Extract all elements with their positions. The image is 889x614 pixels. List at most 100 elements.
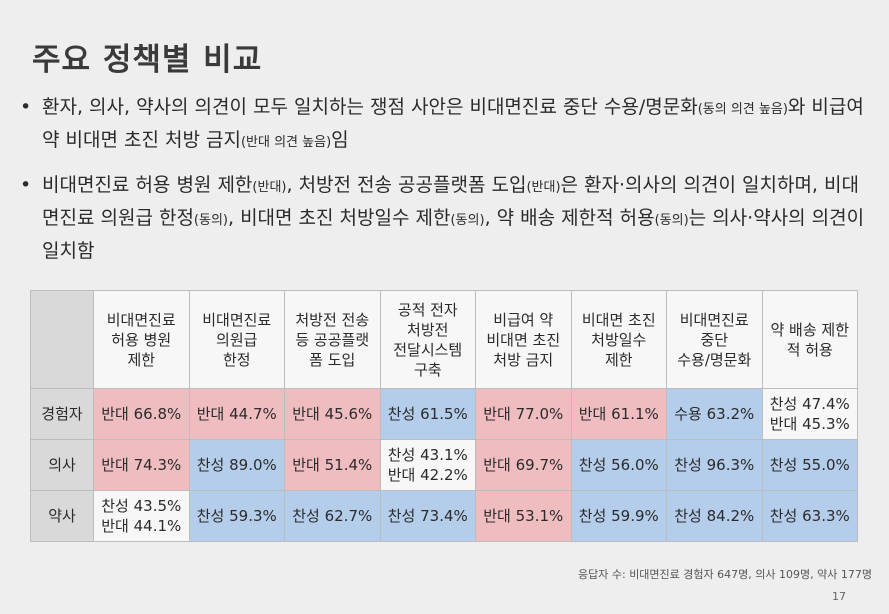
table-cell: 찬성 84.2% — [666, 490, 763, 542]
column-header-line: 수용/명문화 — [677, 350, 752, 369]
comparison-table: 비대면진료 허용 병원 제한 비대면진료 의원급 한정 처방전 전송 등 공공플랫 폼 도입 공적… — [30, 290, 858, 542]
column-header-line: 등 공공플랫 — [295, 330, 370, 349]
table-cell: 반대 44.7% — [188, 388, 285, 440]
cell-value: 반대 42.2% — [387, 466, 468, 484]
column-header-line: 처방일수 — [591, 330, 647, 349]
cell-value: 반대 69.7% — [483, 456, 564, 474]
column-header-line: 제한 — [604, 350, 633, 369]
cell-value: 찬성 84.2% — [674, 507, 755, 525]
page-title: 주요 정책별 비교 — [32, 42, 263, 78]
cell-value: 찬성 43.5% — [101, 497, 182, 515]
cell-value: 찬성 62.7% — [292, 507, 373, 525]
column-header-line: 비대면 초진 — [486, 330, 561, 349]
column-header-line: 공적 전자 — [397, 300, 458, 319]
bullet-dot-icon: • — [20, 96, 32, 118]
cell-value: 반대 74.3% — [101, 456, 182, 474]
bullet-1-mid: 와 비급여 약 비대면 초진 처방 금지 — [42, 96, 864, 151]
table-cell: 찬성 59.3% — [188, 490, 285, 542]
table-cell: 수용 63.2% — [666, 388, 763, 440]
column-header-line: 비급여 약 — [493, 310, 554, 329]
cell-value: 찬성 96.3% — [674, 456, 755, 474]
table-cell: 찬성 96.3% — [666, 439, 763, 491]
bullet-1-end: 임 — [331, 129, 349, 151]
bullet-1-note1: (동의 의견 높음) — [697, 102, 788, 117]
table-cell: 반대 45.6% — [284, 388, 381, 440]
column-header: 약 배송 제한 적 허용 — [761, 290, 858, 389]
bullet-2-p4: , 비대면 초진 처방일수 제한 — [228, 207, 451, 229]
bullet-2-p3: 은 환자·의사의 의견이 일치하며, 비대면진료 의원급 한정 — [42, 174, 859, 229]
bullet-list: • 환자, 의사, 약사의 의견이 모두 일치하는 쟁점 사안은 비대면진료 중… — [20, 92, 870, 278]
column-header-line: 전달시스템 — [393, 340, 463, 359]
column-header: 비대면진료 의원급 한정 — [188, 290, 285, 389]
cell-value: 반대 44.1% — [101, 517, 182, 535]
column-header-line: 구축 — [413, 360, 442, 379]
bullet-2-n2: (반대) — [526, 180, 561, 195]
column-header-line: 의원급 — [216, 330, 258, 349]
cell-value: 찬성 55.0% — [769, 456, 850, 474]
cell-value: 반대 61.1% — [578, 405, 659, 423]
cell-value: 수용 63.2% — [674, 405, 755, 423]
table-cell: 반대 61.1% — [570, 388, 667, 440]
row-label: 경험자 — [30, 388, 94, 440]
table-cell: 찬성 63.3% — [761, 490, 858, 542]
cell-value: 찬성 59.3% — [196, 507, 277, 525]
cell-value: 찬성 89.0% — [196, 456, 277, 474]
column-header-line: 처방 금지 — [493, 350, 554, 369]
table-cell: 찬성 56.0% — [570, 439, 667, 491]
cell-value: 반대 77.0% — [483, 405, 564, 423]
column-header-line: 허용 병원 — [111, 330, 172, 349]
footnote: 응답자 수: 비대면진료 경험자 647명, 의사 109명, 약사 177명 — [578, 566, 872, 582]
table-cell: 찬성 43.1% 반대 42.2% — [379, 439, 476, 491]
column-header-line: 처방전 — [407, 320, 449, 339]
column-header-line: 한정 — [222, 350, 251, 369]
bullet-2-p1: 비대면진료 허용 병원 제한 — [42, 174, 253, 196]
footnote-label: 응답자 수: — [578, 568, 626, 581]
table-body: 경험자 반대 66.8% 반대 44.7% 반대 45.6% 찬성 61.5% 반대 77… — [30, 388, 858, 542]
table-cell: 찬성 89.0% — [188, 439, 285, 491]
cell-value: 찬성 59.9% — [578, 507, 659, 525]
bullet-2-p5: , 약 배송 제한적 허용 — [484, 207, 655, 229]
cell-value: 반대 45.6% — [292, 405, 373, 423]
cell-value: 반대 53.1% — [483, 507, 564, 525]
table-row: 약사 찬성 43.5% 반대 44.1% 찬성 59.3% 찬성 62.7% 찬성 73.… — [30, 490, 858, 542]
table-cell: 찬성 62.7% — [284, 490, 381, 542]
bullet-2-n3: (동의) — [193, 213, 228, 228]
cell-value: 찬성 73.4% — [387, 507, 468, 525]
column-header-line: 폼 도입 — [309, 350, 356, 369]
cell-value: 반대 51.4% — [292, 456, 373, 474]
column-header-line: 제한 — [127, 350, 156, 369]
column-header-line: 중단 — [700, 330, 729, 349]
column-header-line: 비대면진료 — [202, 310, 272, 329]
cell-value: 반대 45.3% — [769, 415, 850, 433]
column-header-line: 적 허용 — [786, 340, 833, 359]
bullet-2-p6: 는 의사·약사의 의견이 일치함 — [42, 207, 865, 262]
column-header: 비대면 초진 처방일수 제한 — [570, 290, 667, 389]
table-cell: 찬성 73.4% — [379, 490, 476, 542]
cell-value: 찬성 43.1% — [387, 446, 468, 464]
table-cell: 반대 69.7% — [475, 439, 572, 491]
column-header-line: 처방전 전송 — [295, 310, 370, 329]
column-header: 비대면진료 허용 병원 제한 — [93, 290, 190, 389]
cell-value: 찬성 56.0% — [578, 456, 659, 474]
table-cell: 찬성 55.0% — [761, 439, 858, 491]
cell-value: 찬성 61.5% — [387, 405, 468, 423]
bullet-2-n5: (동의) — [654, 213, 689, 228]
table-cell: 반대 77.0% — [475, 388, 572, 440]
bullet-2-p2: , 처방전 전송 공공플랫폼 도입 — [286, 174, 527, 196]
page-number: 17 — [832, 590, 846, 603]
column-header-line: 비대면진료 — [106, 310, 176, 329]
table-cell: 찬성 43.5% 반대 44.1% — [93, 490, 190, 542]
table-row: 경험자 반대 66.8% 반대 44.7% 반대 45.6% 찬성 61.5% 반대 77… — [30, 388, 858, 440]
cell-value: 반대 66.8% — [101, 405, 182, 423]
table-corner-cell — [30, 290, 94, 389]
bullet-text: 비대면진료 허용 병원 제한(반대), 처방전 전송 공공플랫폼 도입(반대)은… — [42, 170, 870, 266]
table-cell: 찬성 59.9% — [570, 490, 667, 542]
bullet-text: 환자, 의사, 약사의 의견이 모두 일치하는 쟁점 사안은 비대면진료 중단 … — [42, 92, 870, 158]
table-cell: 반대 66.8% — [93, 388, 190, 440]
table-header-row: 비대면진료 허용 병원 제한 비대면진료 의원급 한정 처방전 전송 등 공공플랫 폼 도입 공적… — [30, 290, 858, 389]
row-label: 약사 — [30, 490, 94, 542]
cell-value: 반대 44.7% — [196, 405, 277, 423]
column-header-line: 비대면 초진 — [581, 310, 656, 329]
column-header: 비급여 약 비대면 초진 처방 금지 — [475, 290, 572, 389]
table-cell: 찬성 47.4% 반대 45.3% — [761, 388, 858, 440]
